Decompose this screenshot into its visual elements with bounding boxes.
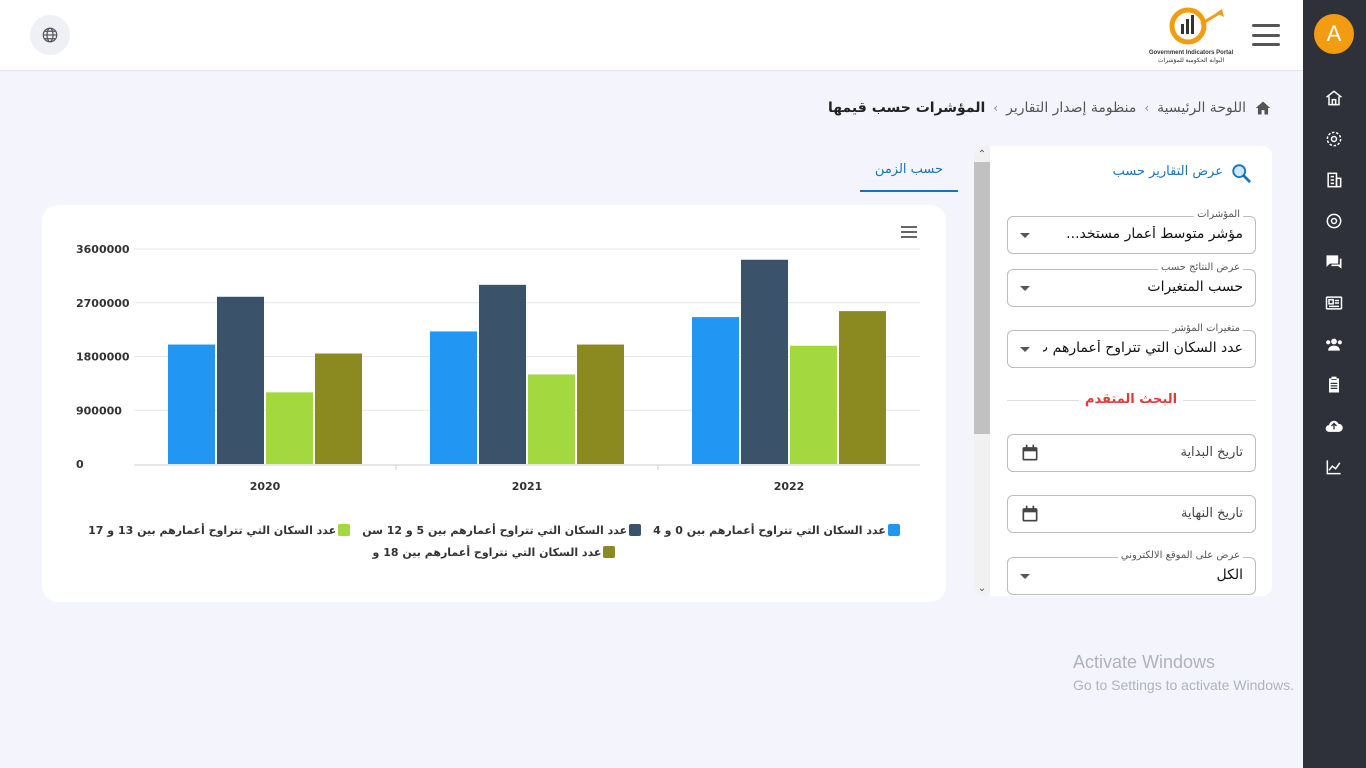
legend-swatch — [887, 524, 900, 536]
scroll-thumb[interactable] — [974, 162, 990, 434]
target-icon[interactable] — [1322, 209, 1346, 233]
chart-card: 0 900000 1800000 2700000 3600000 2020 2021 2022 — [42, 205, 946, 602]
start-date-input[interactable]: تاريخ البداية — [1007, 434, 1256, 472]
website-display-value: الكل — [1216, 567, 1244, 583]
display-by-select[interactable]: عرض النتائج حسب حسب المتغيرات — [1007, 262, 1256, 307]
portal-logo[interactable]: Government Indicators Portal البوابة الح… — [1146, 4, 1236, 66]
user-avatar[interactable]: A — [1314, 14, 1354, 54]
chart-legend: عدد السكان التي تتراوح أعمارهم بين 0 و 4… — [42, 519, 946, 563]
legend-label: عدد السكان التي تتراوح أعمارهم بين 0 و 4 — [653, 523, 886, 537]
top-header: Government Indicators Portal البوابة الح… — [0, 0, 1303, 71]
dropdown-arrow-icon — [1020, 347, 1030, 352]
breadcrumb-home[interactable]: اللوحة الرئيسية — [1157, 100, 1246, 116]
legend-label: عدد السكان التي تتراوح أعمارهم بين 18 و — [372, 545, 602, 559]
legend-item[interactable]: عدد السكان التي تتراوح أعمارهم بين 18 و — [373, 541, 616, 563]
chart-bar — [430, 331, 477, 464]
y-tick-label: 2700000 — [76, 297, 130, 310]
chat-icon[interactable] — [1322, 250, 1346, 274]
legend-item[interactable]: عدد السكان التي تتراوح أعمارهم بين 0 و 4 — [653, 519, 900, 541]
legend-item[interactable]: عدد السكان التي تتراوح أعمارهم بين 13 و … — [88, 519, 351, 541]
chart-bar — [528, 374, 575, 464]
start-date-placeholder: تاريخ البداية — [1180, 445, 1243, 460]
chart-bar — [692, 317, 739, 464]
activate-windows-subtitle: Go to Settings to activate Windows. — [1073, 677, 1294, 693]
calendar-icon[interactable] — [1020, 504, 1040, 524]
scroll-up-arrow[interactable]: ⌃ — [977, 148, 987, 160]
dropdown-arrow-icon — [1020, 233, 1030, 238]
chart-bar — [217, 296, 264, 464]
end-date-input[interactable]: تاريخ النهاية — [1007, 495, 1256, 533]
legend-label: عدد السكان التي تتراوح أعمارهم بين 5 و 1… — [362, 523, 628, 537]
logo-icon — [1169, 7, 1224, 45]
scroll-down-arrow[interactable]: ⌄ — [977, 582, 987, 594]
language-button[interactable] — [30, 15, 70, 55]
y-tick-label: 0 — [76, 458, 84, 471]
activate-windows-title: Activate Windows — [1073, 652, 1216, 672]
logo-text-ar: البوابة الحكومية للمؤشرات — [1157, 58, 1225, 64]
legend-label: عدد السكان التي تتراوح أعمارهم بين 13 و … — [88, 523, 337, 537]
breadcrumb-section[interactable]: منظومة إصدار التقارير — [1006, 100, 1137, 116]
chart-bar — [266, 392, 313, 464]
home-icon[interactable] — [1322, 86, 1346, 110]
dropdown-arrow-icon — [1020, 574, 1030, 579]
chart-bar — [839, 311, 886, 464]
filter-panel: ⌃ ⌄ عرض التقارير حسب المؤشرات مؤشر متوسط… — [974, 146, 1272, 596]
chart-bar — [315, 353, 362, 464]
breadcrumb-separator: › — [1144, 101, 1150, 115]
legend-row: عدد السكان التي تتراوح أعمارهم بين 18 و — [42, 541, 946, 563]
y-tick-label: 3600000 — [76, 243, 130, 256]
chart-bar — [577, 344, 624, 464]
chart-line-icon[interactable] — [1322, 455, 1346, 479]
advanced-search-title: البحث المتقدم — [1079, 392, 1184, 407]
indicators-select[interactable]: المؤشرات مؤشر متوسط أعمار مستخد... — [1007, 209, 1256, 254]
chart-bar — [168, 344, 215, 464]
breadcrumb: اللوحة الرئيسية › منظومة إصدار التقارير … — [828, 100, 1272, 116]
chart-bar — [790, 345, 837, 464]
users-icon[interactable] — [1322, 332, 1346, 356]
calendar-icon[interactable] — [1020, 443, 1040, 463]
website-display-label: عرض على الموقع الالكتروني — [1117, 550, 1243, 561]
legend-row: عدد السكان التي تتراوح أعمارهم بين 0 و 4… — [42, 519, 946, 541]
filter-panel-title: عرض التقارير حسب — [1112, 164, 1223, 179]
indicators-value: مؤشر متوسط أعمار مستخد... — [1066, 226, 1243, 242]
breadcrumb-current: المؤشرات حسب قيمها — [828, 100, 986, 116]
breadcrumb-separator: › — [993, 101, 999, 115]
home-breadcrumb-icon[interactable] — [1254, 100, 1272, 116]
settings-icon[interactable] — [1322, 127, 1346, 151]
chart-menu-button[interactable] — [901, 226, 917, 238]
globe-icon — [42, 27, 58, 43]
display-by-label: عرض النتائج حسب — [1158, 262, 1243, 273]
y-tick-label: 900000 — [76, 404, 122, 417]
logo-text-en: Government Indicators Portal — [1148, 50, 1234, 56]
chart-bar — [479, 284, 526, 464]
dropdown-arrow-icon — [1020, 286, 1030, 291]
building-icon[interactable] — [1322, 168, 1346, 192]
display-by-value: حسب المتغيرات — [1147, 279, 1243, 295]
tab-by-time[interactable]: حسب الزمن — [860, 152, 958, 192]
y-tick-label: 1800000 — [76, 351, 130, 364]
variables-value: عدد السكان التي تتراوح أعمارهم ب... — [1043, 340, 1243, 356]
legend-item[interactable]: عدد السكان التي تتراوح أعمارهم بين 5 و 1… — [362, 519, 642, 541]
x-tick-label: 2022 — [774, 480, 805, 493]
news-icon[interactable] — [1322, 291, 1346, 315]
clipboard-icon[interactable] — [1322, 373, 1346, 397]
cloud-upload-icon[interactable] — [1322, 414, 1346, 438]
variables-label: متغيرات المؤشر — [1169, 323, 1243, 334]
chart-bar — [741, 259, 788, 464]
menu-toggle-button[interactable] — [1252, 24, 1280, 46]
x-tick-label: 2021 — [512, 480, 543, 493]
website-display-select[interactable]: عرض على الموقع الالكتروني الكل — [1007, 550, 1256, 595]
legend-swatch — [629, 524, 642, 536]
end-date-placeholder: تاريخ النهاية — [1180, 506, 1243, 521]
legend-swatch — [338, 524, 351, 536]
bar-chart: 0 900000 1800000 2700000 3600000 2020 2021 2022 — [76, 243, 920, 493]
legend-swatch — [603, 546, 616, 558]
x-tick-label: 2020 — [250, 480, 281, 493]
panel-scrollbar[interactable]: ⌃ ⌄ — [974, 146, 990, 596]
variables-select[interactable]: متغيرات المؤشر عدد السكان التي تتراوح أع… — [1007, 323, 1256, 368]
indicators-label: المؤشرات — [1194, 209, 1243, 220]
search-icon — [1232, 164, 1251, 183]
